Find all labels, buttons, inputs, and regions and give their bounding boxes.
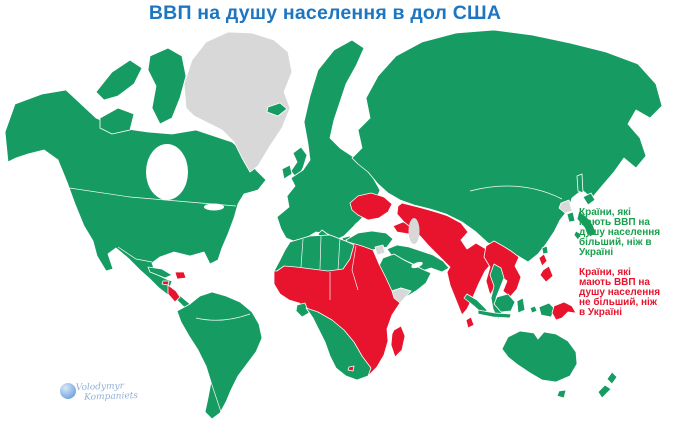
- watermark-signature: Volodymyr Kompaniets: [75, 381, 139, 403]
- region-sri-lanka: [465, 316, 475, 329]
- region-africa: [273, 234, 412, 381]
- region-nicaragua: [167, 284, 181, 303]
- region-arctic-islands: [95, 59, 143, 101]
- region-arctic-islands: [99, 107, 135, 135]
- region-north-korea: [558, 199, 573, 214]
- region-cuba: [147, 266, 173, 279]
- region-australia: [501, 330, 578, 383]
- region-madagascar: [390, 325, 406, 358]
- hudson-bay: [146, 144, 188, 200]
- great-lakes: [204, 203, 224, 211]
- region-philippines: [539, 265, 554, 283]
- region-greenland: [183, 31, 293, 173]
- region-syria: [374, 244, 386, 256]
- region-south-korea: [566, 211, 576, 223]
- region-java: [477, 309, 512, 319]
- region-central-south-asia: [396, 202, 504, 316]
- region-tasmania: [556, 389, 567, 399]
- region-japan-kyushu: [573, 230, 582, 241]
- region-south-america: [176, 291, 263, 420]
- legend-item-not-higher-gdp: Країни, які мають ВВП на душу населення …: [579, 267, 661, 318]
- black-sea: [354, 220, 388, 232]
- region-philippines: [538, 253, 548, 267]
- globe-logo-icon: [60, 383, 76, 399]
- watermark: Volodymyr Kompaniets: [56, 380, 176, 414]
- region-taiwan: [541, 245, 549, 255]
- persian-gulf: [411, 261, 423, 269]
- caspian-sea: [408, 218, 420, 244]
- region-lesotho: [347, 365, 355, 372]
- region-gabon: [295, 302, 310, 318]
- region-japan-hokkaido: [582, 192, 596, 206]
- region-new-zealand-north: [606, 371, 618, 385]
- legend: Країни, які мають ВВП на душу населення …: [579, 208, 665, 328]
- region-ukraine: [349, 192, 393, 221]
- region-borneo: [493, 293, 516, 313]
- region-papua-new-guinea: [551, 301, 577, 321]
- region-somalia: [391, 287, 412, 304]
- region-iceland: [266, 102, 288, 117]
- region-southern-africa: [305, 307, 372, 381]
- region-hispaniola: [174, 271, 187, 280]
- region-ireland: [281, 164, 293, 180]
- page-title: ВВП на душу населення в дол США: [148, 2, 502, 24]
- region-jamaica: [161, 280, 170, 286]
- legend-item-higher-gdp: Країни, які мають ВВП на душу населення …: [579, 207, 661, 258]
- region-new-zealand-south: [597, 384, 612, 399]
- region-russia-kazakhstan-china: [351, 29, 663, 263]
- country-borders: [55, 185, 563, 413]
- region-moluccas: [529, 305, 538, 314]
- region-japan-honshu: [576, 210, 597, 238]
- region-sakhalin: [576, 173, 584, 194]
- region-sulawesi: [516, 297, 526, 314]
- region-maghreb: [273, 234, 355, 272]
- region-arctic-islands: [147, 47, 187, 125]
